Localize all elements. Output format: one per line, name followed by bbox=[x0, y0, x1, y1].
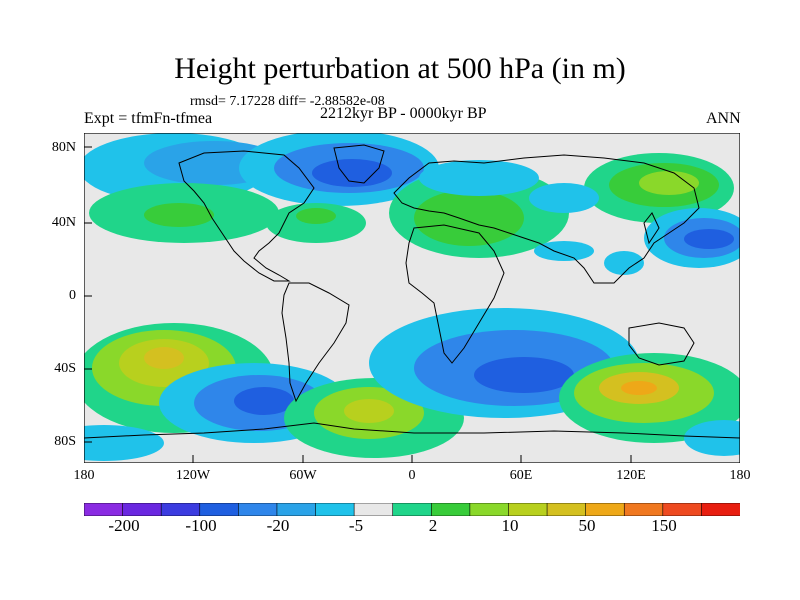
eurasia-coast bbox=[393, 154, 700, 284]
coastlines bbox=[84, 144, 740, 439]
colorbar bbox=[84, 503, 740, 516]
x-tick-label: 180 bbox=[73, 468, 95, 483]
colorbar-label: 150 bbox=[651, 516, 677, 535]
colorbar-swatch bbox=[353, 503, 394, 516]
colorbar-label: -20 bbox=[266, 516, 290, 535]
colorbar-swatch bbox=[160, 503, 201, 516]
colorbar-label: 10 bbox=[501, 516, 519, 535]
colorbar-swatch bbox=[276, 503, 317, 516]
period-label: 2212kyr BP - 0000kyr BP bbox=[320, 105, 487, 122]
y-tick-label: 80N bbox=[51, 140, 76, 155]
x-tick-label: 120W bbox=[175, 468, 211, 483]
colorbar-swatch bbox=[392, 503, 433, 516]
contour-blob bbox=[529, 183, 599, 213]
contour-blob bbox=[414, 190, 524, 246]
greenland-coast bbox=[333, 144, 385, 184]
map-plot bbox=[84, 133, 740, 463]
colorbar-label: 2 bbox=[428, 516, 438, 535]
south-america-coast bbox=[281, 282, 350, 403]
contour-blob bbox=[684, 229, 734, 249]
x-tick-label: 0 bbox=[408, 468, 416, 483]
contour-blob bbox=[344, 399, 394, 423]
island-coast bbox=[643, 212, 660, 245]
colorbar-label: -5 bbox=[348, 516, 364, 535]
colorbar-swatch bbox=[585, 503, 626, 516]
north-america-coast bbox=[178, 150, 315, 282]
contour-blob bbox=[534, 241, 594, 261]
antarctica-coast bbox=[84, 422, 740, 439]
contour-blob bbox=[84, 425, 164, 461]
colorbar-label: -200 bbox=[108, 516, 140, 535]
y-tick-label: 40N bbox=[51, 215, 76, 230]
contour-blob bbox=[419, 160, 539, 196]
stats-text: rmsd= 7.17228 diff= -2.88582e-08 bbox=[190, 94, 385, 109]
tick-marks bbox=[84, 146, 740, 463]
contour-blob bbox=[312, 159, 392, 187]
colorbar-swatch bbox=[238, 503, 278, 516]
contour-blob bbox=[296, 208, 336, 224]
x-tick-label: 120E bbox=[616, 468, 646, 483]
colorbar-label: 50 bbox=[578, 516, 596, 535]
y-tick-label: 40S bbox=[54, 361, 76, 376]
colorbar-swatch bbox=[199, 503, 240, 516]
colorbar-swatch bbox=[315, 503, 355, 516]
contour-blob bbox=[474, 357, 574, 393]
contour-blob bbox=[604, 251, 644, 275]
page-title: Height perturbation at 500 hPa (in m) bbox=[174, 52, 626, 85]
colorbar-swatch bbox=[469, 503, 510, 516]
colorbar-swatch bbox=[546, 503, 587, 516]
contour-field bbox=[84, 133, 740, 461]
contour-blob bbox=[144, 347, 184, 369]
colorbar-label: -100 bbox=[185, 516, 217, 535]
contour-blob bbox=[639, 171, 699, 195]
x-tick-label: 60E bbox=[509, 468, 533, 483]
season-label: ANN bbox=[706, 110, 741, 127]
colorbar-swatch bbox=[84, 503, 124, 516]
colorbar-swatch bbox=[508, 503, 548, 516]
x-tick-label: 60W bbox=[289, 468, 317, 483]
experiment-label: Expt = tfmFn-tfmea bbox=[84, 110, 213, 127]
colorbar-swatch bbox=[122, 503, 162, 516]
contour-blob bbox=[144, 203, 214, 227]
colorbar-swatch bbox=[430, 503, 471, 516]
x-tick-label: 180 bbox=[729, 468, 751, 483]
africa-coast bbox=[405, 224, 505, 364]
contour-blob bbox=[621, 381, 657, 395]
contour-blob bbox=[684, 420, 740, 456]
colorbar-swatch bbox=[701, 503, 740, 516]
colorbar-swatch bbox=[662, 503, 703, 516]
australia-coast bbox=[628, 322, 695, 366]
contour-blob bbox=[234, 387, 294, 415]
y-tick-label: 80S bbox=[54, 434, 76, 449]
colorbar-swatch bbox=[623, 503, 664, 516]
y-tick-label: 0 bbox=[69, 288, 76, 303]
